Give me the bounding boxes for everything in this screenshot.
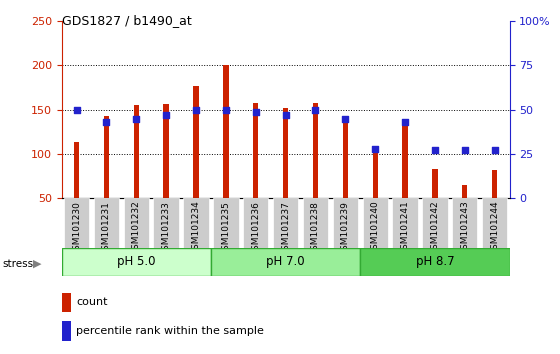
Point	[251, 109, 260, 114]
Bar	[62, 248, 211, 276]
FancyBboxPatch shape	[94, 198, 119, 248]
Bar	[164, 104, 169, 198]
FancyBboxPatch shape	[362, 198, 388, 248]
Bar	[134, 105, 139, 198]
Text: GSM101235: GSM101235	[221, 201, 230, 256]
Point	[400, 119, 409, 125]
Text: GSM101239: GSM101239	[341, 201, 350, 256]
Text: GSM101236: GSM101236	[251, 201, 260, 256]
Bar	[193, 86, 199, 198]
FancyBboxPatch shape	[273, 198, 298, 248]
Bar	[283, 108, 288, 198]
Bar	[432, 169, 437, 198]
Point	[490, 148, 499, 153]
Point	[192, 107, 200, 113]
Text: pH 5.0: pH 5.0	[117, 256, 156, 268]
Point	[431, 148, 440, 153]
Text: count: count	[76, 297, 108, 307]
Point	[371, 146, 380, 152]
Text: GSM101237: GSM101237	[281, 201, 290, 256]
Text: pH 8.7: pH 8.7	[416, 256, 454, 268]
Point	[281, 112, 290, 118]
Text: GSM101238: GSM101238	[311, 201, 320, 256]
FancyBboxPatch shape	[303, 198, 328, 248]
FancyBboxPatch shape	[243, 198, 268, 248]
FancyBboxPatch shape	[124, 198, 149, 248]
Point	[221, 107, 230, 113]
Text: GSM101242: GSM101242	[431, 201, 440, 255]
FancyBboxPatch shape	[153, 198, 179, 248]
Bar	[313, 103, 318, 198]
Text: GSM101232: GSM101232	[132, 201, 141, 256]
Bar	[492, 170, 497, 198]
Text: stress: stress	[3, 259, 34, 269]
FancyBboxPatch shape	[482, 198, 507, 248]
Text: GSM101231: GSM101231	[102, 201, 111, 256]
Text: percentile rank within the sample: percentile rank within the sample	[76, 326, 264, 336]
Text: ▶: ▶	[32, 259, 41, 269]
Text: GSM101234: GSM101234	[192, 201, 200, 256]
Bar	[343, 120, 348, 198]
FancyBboxPatch shape	[213, 198, 239, 248]
Bar	[104, 116, 109, 198]
Bar	[360, 248, 510, 276]
Text: pH 7.0: pH 7.0	[267, 256, 305, 268]
Point	[102, 119, 111, 125]
Point	[341, 116, 350, 121]
Bar	[372, 147, 378, 198]
Text: GSM101230: GSM101230	[72, 201, 81, 256]
FancyBboxPatch shape	[333, 198, 358, 248]
FancyBboxPatch shape	[452, 198, 478, 248]
Bar	[74, 143, 79, 198]
Point	[460, 148, 469, 153]
FancyBboxPatch shape	[183, 198, 209, 248]
FancyBboxPatch shape	[393, 198, 418, 248]
Text: GSM101240: GSM101240	[371, 201, 380, 256]
Text: GDS1827 / b1490_at: GDS1827 / b1490_at	[62, 14, 192, 27]
FancyBboxPatch shape	[64, 198, 89, 248]
Point	[311, 107, 320, 113]
Bar	[223, 65, 228, 198]
Point	[72, 107, 81, 113]
Text: GSM101241: GSM101241	[400, 201, 409, 256]
Bar	[253, 103, 258, 198]
Text: GSM101244: GSM101244	[490, 201, 499, 255]
FancyBboxPatch shape	[422, 198, 447, 248]
Point	[162, 112, 171, 118]
Text: GSM101233: GSM101233	[162, 201, 171, 256]
Point	[132, 116, 141, 121]
Bar	[462, 185, 468, 198]
Text: GSM101243: GSM101243	[460, 201, 469, 256]
Bar	[62, 321, 72, 341]
Bar	[403, 122, 408, 198]
Bar	[211, 248, 360, 276]
Bar	[62, 293, 72, 312]
